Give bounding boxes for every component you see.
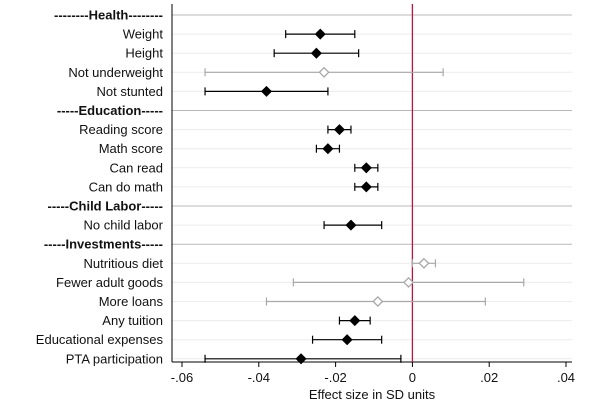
point-estimate-nutritious-diet <box>418 257 430 269</box>
row-label-educational-expenses: Educational expenses <box>36 332 164 347</box>
point-estimate-can-do-math <box>360 181 372 193</box>
row-label-more-loans: More loans <box>99 294 164 309</box>
x-ticks: -.06 -.04 -.02 0 .02 .04 <box>171 362 575 385</box>
point-estimate-can-read <box>360 162 372 174</box>
coefficient-marks <box>204 28 525 365</box>
section-header-health: --------Health-------- <box>54 8 163 23</box>
coef-pta-participation <box>204 353 402 365</box>
coef-more-loans <box>265 295 486 308</box>
coef-math-score <box>315 143 341 155</box>
row-label-weight: Weight <box>123 27 164 42</box>
point-estimate-educational-expenses <box>341 334 353 346</box>
point-estimate-weight <box>314 28 326 40</box>
row-labels: --------Health-------- Weight Height Not un… <box>36 8 164 367</box>
coef-can-read <box>354 162 379 174</box>
x-tick-label: .04 <box>557 370 575 385</box>
coef-fewer-adult-goods <box>292 276 525 288</box>
point-estimate-not-underweight <box>318 66 330 78</box>
x-tick-label: .02 <box>480 370 498 385</box>
row-label-can-read: Can read <box>110 160 163 175</box>
coef-weight <box>285 28 356 40</box>
row-label-math-score: Math score <box>99 141 163 156</box>
coef-height <box>273 47 360 59</box>
row-label-not-underweight: Not underweight <box>68 65 163 80</box>
point-estimate-not-stunted <box>260 85 272 97</box>
point-estimate-more-loans <box>372 295 384 308</box>
coef-not-stunted <box>204 85 329 97</box>
coef-not-underweight <box>204 66 444 78</box>
row-label-nutritious-diet: Nutritious diet <box>84 256 164 271</box>
coef-educational-expenses <box>311 334 383 346</box>
point-estimate-any-tuition <box>349 315 361 327</box>
coef-nutritious-diet <box>411 257 437 269</box>
point-estimate-no-child-labor <box>345 219 357 231</box>
row-label-fewer-adult-goods: Fewer adult goods <box>56 275 163 290</box>
coef-no-child-labor <box>323 219 383 231</box>
coef-any-tuition <box>338 315 371 327</box>
point-estimate-fewer-adult-goods <box>403 276 415 288</box>
x-tick-label: 0 <box>409 370 416 385</box>
point-estimate-reading-score <box>333 124 345 136</box>
section-header-education: -----Education----- <box>57 103 163 118</box>
coef-can-do-math <box>354 181 379 193</box>
x-tick-label: -.02 <box>324 370 346 385</box>
point-estimate-height <box>310 47 322 59</box>
section-header-child-labor: -----Child Labor----- <box>47 199 163 214</box>
point-estimate-math-score <box>322 143 334 155</box>
row-label-height: Height <box>125 46 163 61</box>
axes <box>171 4 572 363</box>
row-label-no-child-labor: No child labor <box>84 218 164 233</box>
row-label-any-tuition: Any tuition <box>102 313 163 328</box>
row-label-not-stunted: Not stunted <box>97 84 164 99</box>
x-tick-label: -.04 <box>248 370 270 385</box>
x-axis-title: Effect size in SD units <box>309 387 436 402</box>
row-label-can-do-math: Can do math <box>89 179 163 194</box>
x-tick-label: -.06 <box>171 370 193 385</box>
section-header-investments: -----Investments----- <box>44 237 163 252</box>
row-label-pta-participation: PTA participation <box>66 351 163 366</box>
point-estimate-pta-participation <box>295 353 307 365</box>
row-label-reading-score: Reading score <box>79 122 163 137</box>
coef-reading-score <box>327 124 352 136</box>
